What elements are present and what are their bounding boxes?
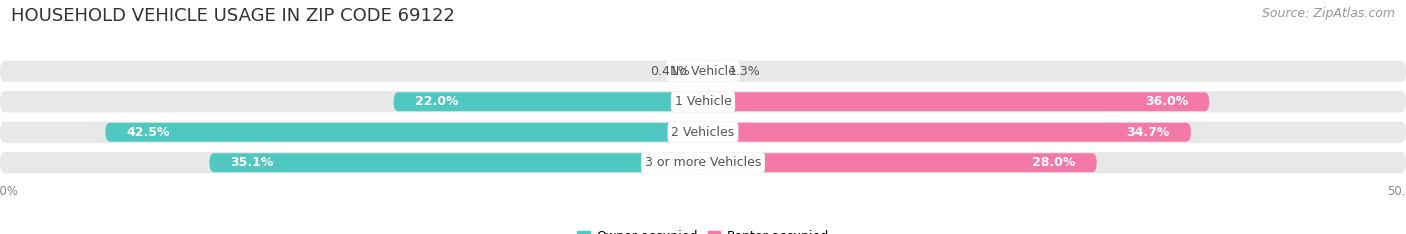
FancyBboxPatch shape <box>0 122 1406 143</box>
FancyBboxPatch shape <box>0 61 1406 82</box>
FancyBboxPatch shape <box>209 153 703 172</box>
FancyBboxPatch shape <box>703 153 1097 172</box>
Text: 28.0%: 28.0% <box>1032 156 1076 169</box>
FancyBboxPatch shape <box>0 91 1406 112</box>
Text: 1.3%: 1.3% <box>728 65 761 78</box>
FancyBboxPatch shape <box>105 123 703 142</box>
Text: 22.0%: 22.0% <box>415 95 458 108</box>
Text: 34.7%: 34.7% <box>1126 126 1170 139</box>
Text: 3 or more Vehicles: 3 or more Vehicles <box>645 156 761 169</box>
FancyBboxPatch shape <box>0 152 1406 173</box>
Text: 42.5%: 42.5% <box>127 126 170 139</box>
Text: 0.41%: 0.41% <box>651 65 690 78</box>
FancyBboxPatch shape <box>703 62 721 81</box>
Text: No Vehicle: No Vehicle <box>671 65 735 78</box>
Text: 35.1%: 35.1% <box>231 156 274 169</box>
Text: 1 Vehicle: 1 Vehicle <box>675 95 731 108</box>
Text: 2 Vehicles: 2 Vehicles <box>672 126 734 139</box>
Text: HOUSEHOLD VEHICLE USAGE IN ZIP CODE 69122: HOUSEHOLD VEHICLE USAGE IN ZIP CODE 6912… <box>11 7 456 25</box>
Text: Source: ZipAtlas.com: Source: ZipAtlas.com <box>1261 7 1395 20</box>
FancyBboxPatch shape <box>697 62 703 81</box>
FancyBboxPatch shape <box>703 123 1191 142</box>
FancyBboxPatch shape <box>703 92 1209 111</box>
Text: 36.0%: 36.0% <box>1144 95 1188 108</box>
FancyBboxPatch shape <box>394 92 703 111</box>
Legend: Owner-occupied, Renter-occupied: Owner-occupied, Renter-occupied <box>572 225 834 234</box>
